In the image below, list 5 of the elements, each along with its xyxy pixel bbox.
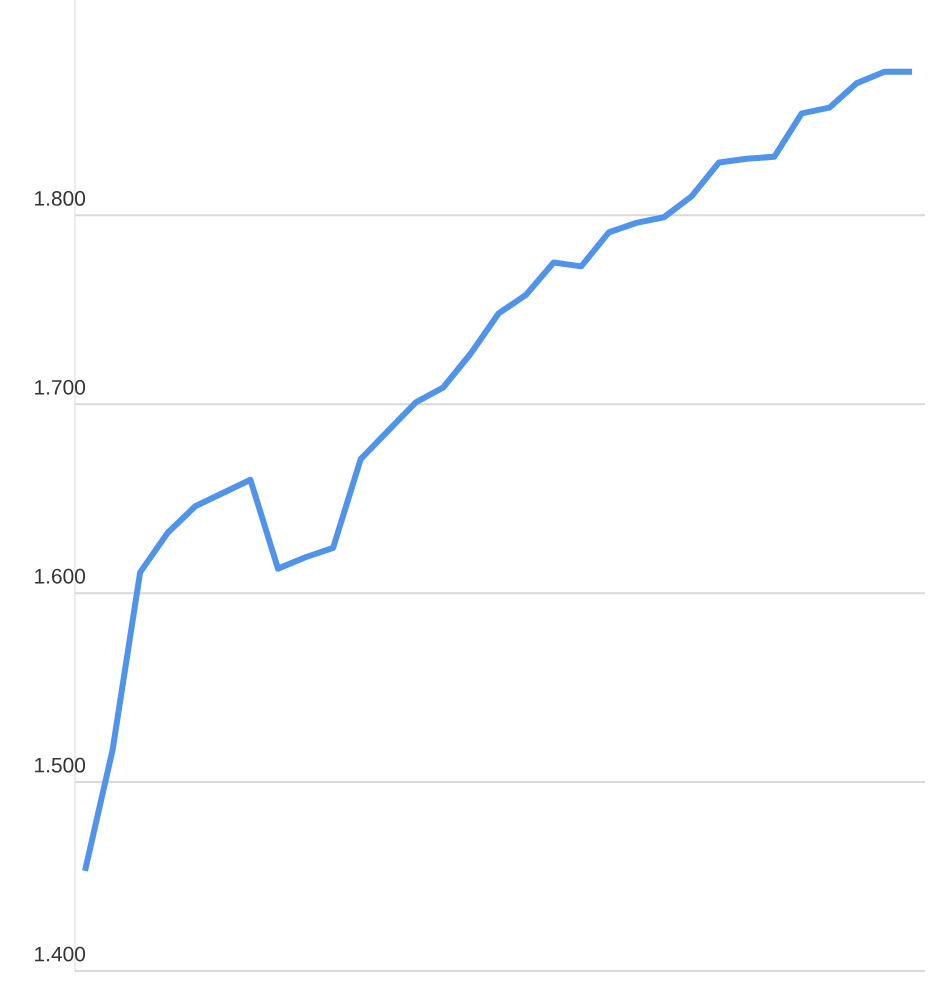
y-tick-label: 1.400 [35,946,86,962]
y-tick-label: 1.500 [35,757,86,773]
y-tick-label: 1.700 [35,379,86,395]
y-tick-label: 1.800 [35,191,86,206]
y-tick-label: 1.600 [35,568,86,584]
